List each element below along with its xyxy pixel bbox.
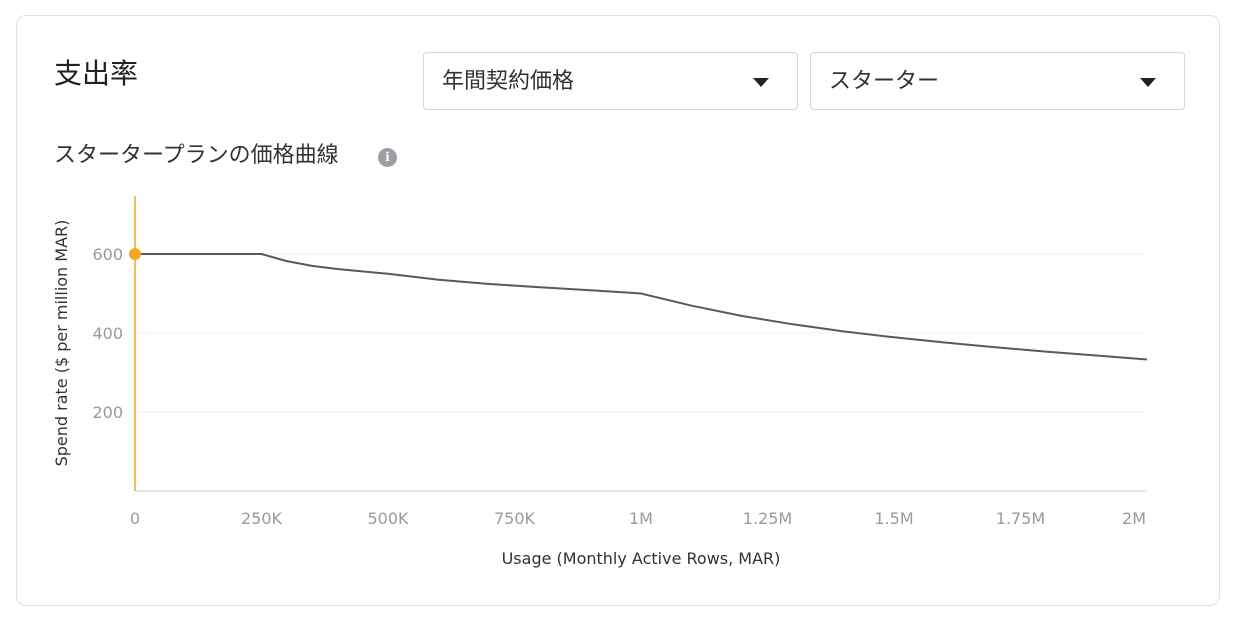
x-tick-label-0: 0 xyxy=(130,509,140,528)
page-title: 支出率 xyxy=(54,57,139,90)
y-axis-title: Spend rate ($ per million MAR) xyxy=(52,220,71,467)
x-tick-label-1.25M: 1.25M xyxy=(743,509,792,528)
y-tick-label-600: 600 xyxy=(92,245,123,264)
x-axis-title: Usage (Monthly Active Rows, MAR) xyxy=(502,549,781,568)
chart-subtitle: スタータープランの価格曲線 xyxy=(54,143,339,168)
spend-rate-series-line xyxy=(135,253,1148,361)
y-tick-label-200: 200 xyxy=(92,403,123,422)
y-axis-ticks: 200 400 600 xyxy=(92,245,123,422)
x-tick-label-250K: 250K xyxy=(241,509,283,528)
plan-select[interactable]: スターター xyxy=(810,52,1185,110)
plan-select-value: スターター xyxy=(829,69,940,94)
chevron-down-icon xyxy=(753,78,769,87)
x-axis-ticks: 0 250K 500K 750K 1M 1.25M 1.5M 1.75M 2M xyxy=(130,509,1146,528)
highlight-point-marker[interactable] xyxy=(129,248,141,260)
chart-grid xyxy=(135,253,1147,413)
x-tick-label-2M: 2M xyxy=(1122,509,1146,528)
x-tick-label-1.75M: 1.75M xyxy=(996,509,1045,528)
spend-rate-card: 支出率 年間契約価格 スターター スタータープランの価格曲線 i xyxy=(16,15,1220,606)
info-icon[interactable]: i xyxy=(378,148,397,167)
contract-type-select[interactable]: 年間契約価格 xyxy=(423,52,798,110)
x-tick-label-500K: 500K xyxy=(367,509,409,528)
x-tick-label-1M: 1M xyxy=(629,509,653,528)
chevron-down-icon xyxy=(1140,78,1156,87)
contract-type-select-value: 年間契約価格 xyxy=(442,69,575,94)
x-tick-label-1.5M: 1.5M xyxy=(874,509,913,528)
y-tick-label-400: 400 xyxy=(92,324,123,343)
x-tick-label-750K: 750K xyxy=(494,509,536,528)
